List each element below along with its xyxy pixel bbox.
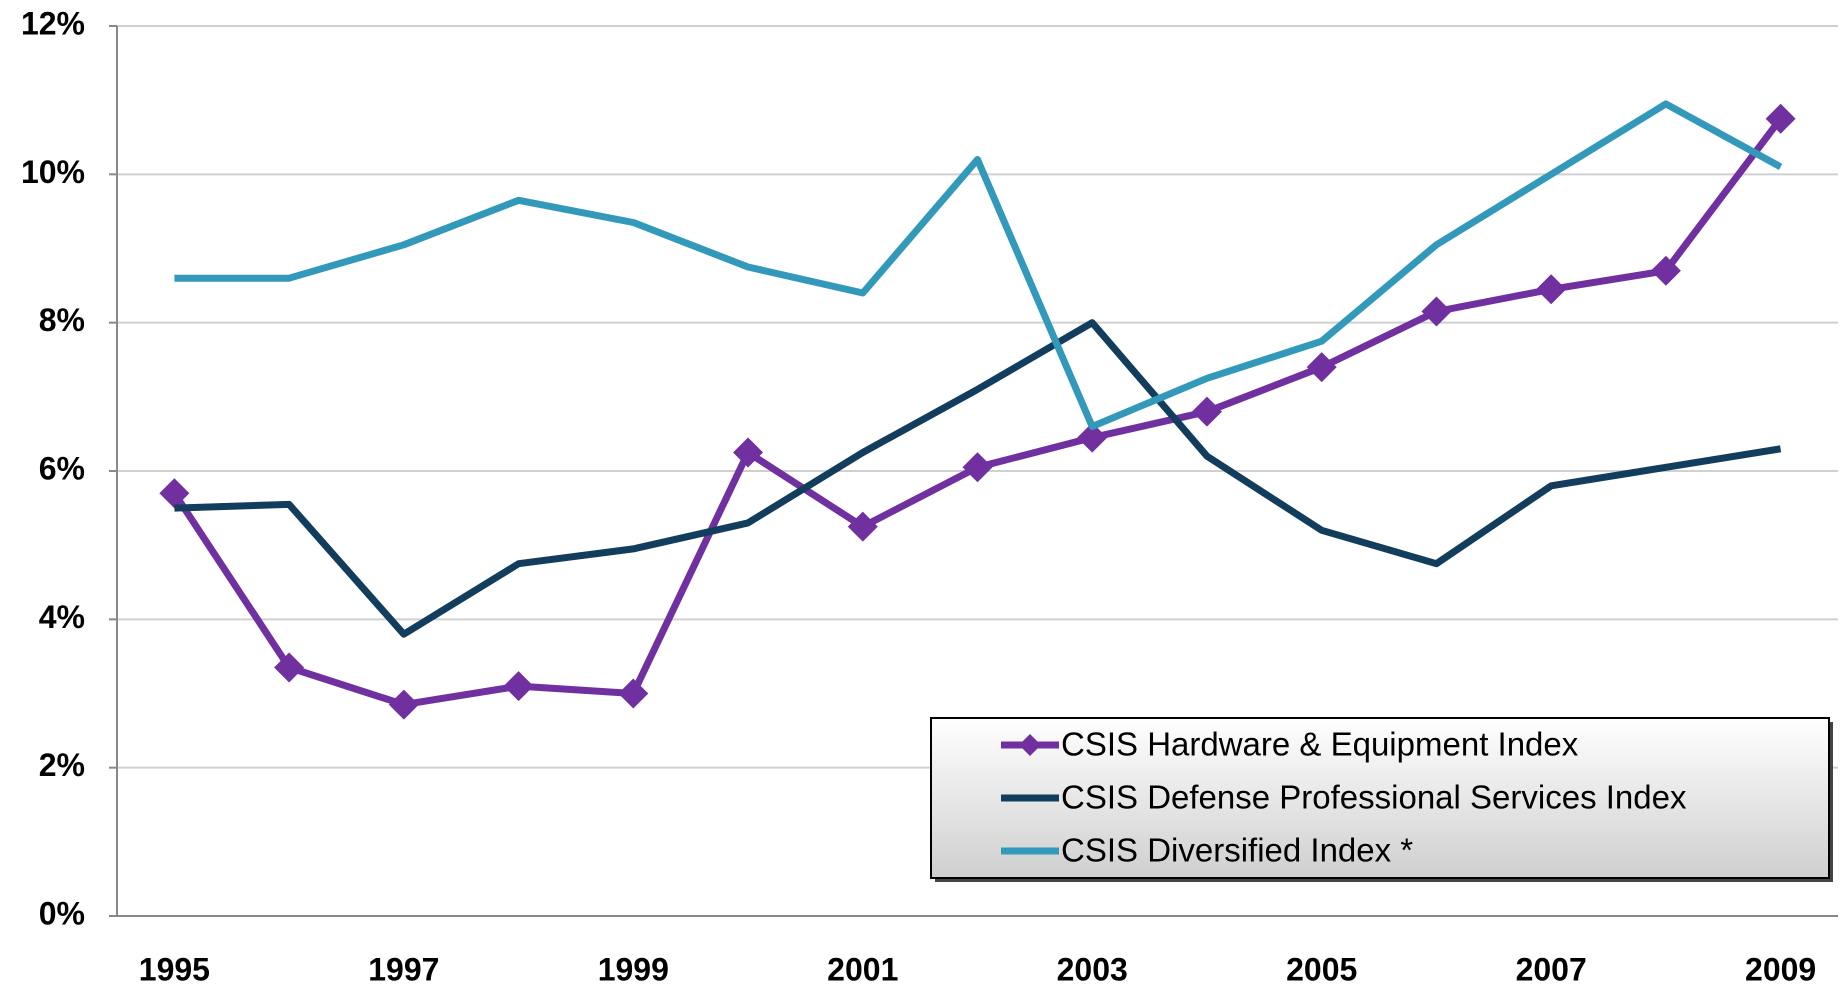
legend-label: CSIS Hardware & Equipment Index xyxy=(1061,726,1579,763)
y-tick-label: 12% xyxy=(21,5,85,41)
marker xyxy=(274,652,305,683)
marker xyxy=(1536,274,1567,305)
x-tick-label: 2003 xyxy=(1057,951,1128,987)
marker xyxy=(503,671,534,702)
x-tick-label: 2007 xyxy=(1516,951,1587,987)
marker xyxy=(733,437,764,468)
marker xyxy=(1765,103,1796,134)
y-tick-label: 10% xyxy=(21,154,85,190)
series-line xyxy=(174,100,1783,430)
legend-marker xyxy=(1019,734,1041,756)
marker xyxy=(1421,296,1452,327)
x-tick-label: 1997 xyxy=(368,951,439,987)
marker xyxy=(1306,352,1337,383)
legend-box xyxy=(930,717,1830,879)
legend-label: CSIS Diversified Index * xyxy=(1061,832,1413,869)
x-tick-label: 1995 xyxy=(139,951,210,987)
legend-label: CSIS Defense Professional Services Index xyxy=(1061,779,1687,816)
marker xyxy=(1077,422,1108,453)
marker xyxy=(618,678,649,709)
y-tick-label: 6% xyxy=(39,450,85,486)
y-tick-label: 4% xyxy=(39,599,85,635)
marker xyxy=(1650,255,1681,286)
y-tick-label: 0% xyxy=(39,895,85,931)
marker xyxy=(962,452,993,483)
series-line xyxy=(174,319,1782,638)
x-tick-label: 2005 xyxy=(1286,951,1357,987)
x-tick-label: 2001 xyxy=(827,951,898,987)
x-tick-label: 2009 xyxy=(1745,951,1816,987)
series-line xyxy=(171,116,1784,709)
x-tick-label: 1999 xyxy=(598,951,669,987)
y-tick-label: 8% xyxy=(39,302,85,338)
marker xyxy=(388,689,419,720)
marker xyxy=(1191,396,1222,427)
marker xyxy=(159,478,190,509)
marker xyxy=(847,511,878,542)
y-tick-label: 2% xyxy=(39,747,85,783)
legend: CSIS Hardware & Equipment Index CSIS Defe… xyxy=(930,717,1833,882)
